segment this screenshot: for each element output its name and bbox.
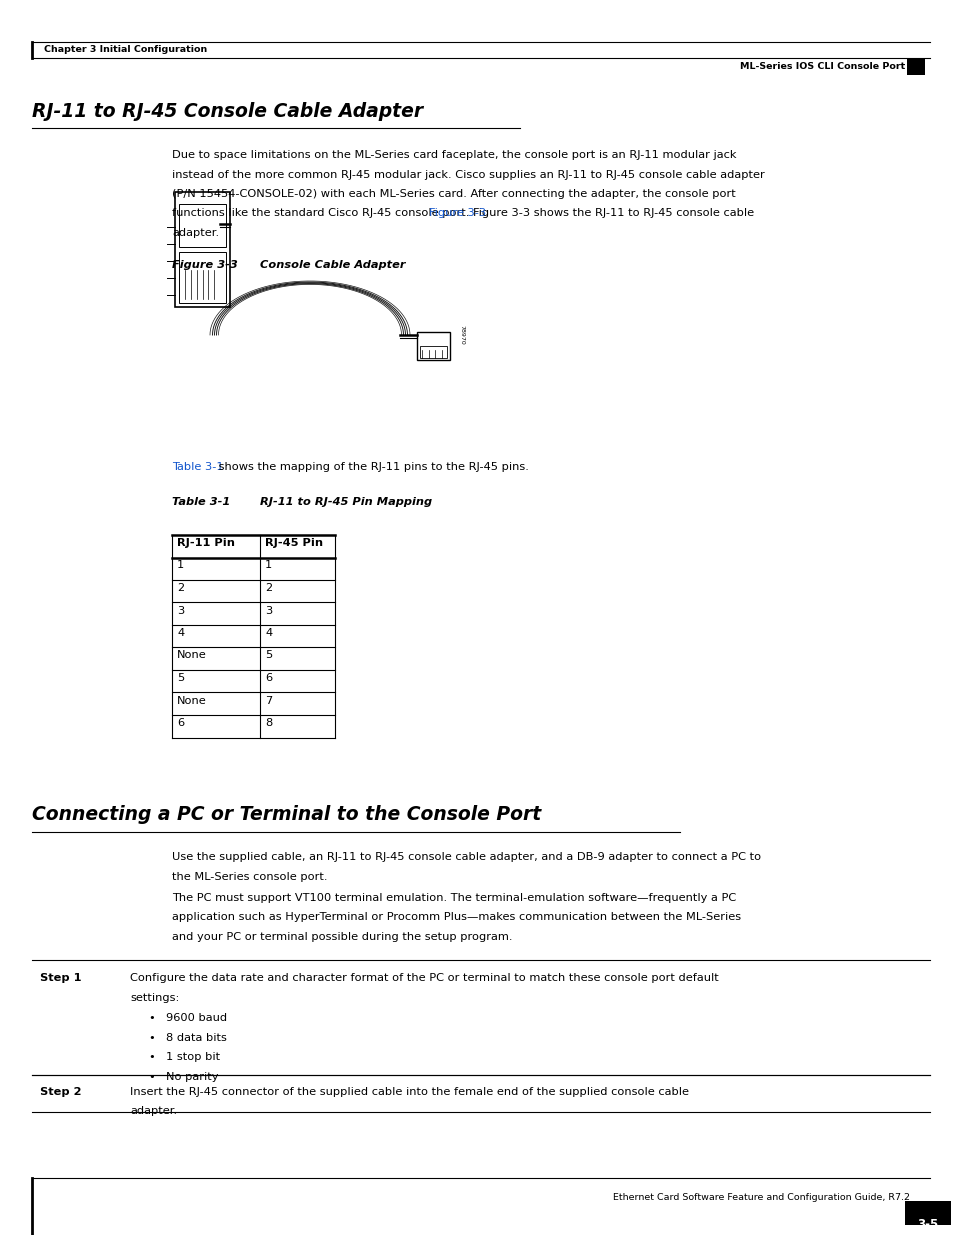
Text: Table 3-1: Table 3-1 [172, 496, 230, 508]
Text: instead of the more common RJ-45 modular jack. Cisco supplies an RJ-11 to RJ-45 : instead of the more common RJ-45 modular… [172, 169, 764, 179]
Text: Ethernet Card Software Feature and Configuration Guide, R7.2: Ethernet Card Software Feature and Confi… [613, 1193, 909, 1202]
Text: RJ-11 Pin: RJ-11 Pin [177, 538, 234, 548]
Text: settings:: settings: [130, 993, 179, 1003]
Text: adapter.: adapter. [172, 228, 219, 238]
Text: 4: 4 [177, 629, 184, 638]
Text: Table 3-1: Table 3-1 [172, 462, 223, 472]
Text: Console Cable Adapter: Console Cable Adapter [260, 261, 405, 270]
Bar [179, 252, 226, 303]
Text: Chapter 3 Initial Configuration: Chapter 3 Initial Configuration [44, 46, 207, 54]
Text: application such as HyperTerminal or Procomm Plus—makes communication between th: application such as HyperTerminal or Pro… [172, 913, 740, 923]
Text: •: • [148, 1072, 154, 1082]
Text: 2: 2 [265, 583, 272, 593]
Bar [419, 346, 447, 358]
Text: No parity: No parity [166, 1072, 218, 1082]
Text: Connecting a PC or Terminal to the Console Port: Connecting a PC or Terminal to the Conso… [32, 805, 540, 824]
Text: The PC must support VT100 terminal emulation. The terminal-emulation software—fr: The PC must support VT100 terminal emula… [172, 893, 736, 903]
Text: 78970: 78970 [459, 325, 464, 345]
Bar [416, 332, 450, 361]
Text: RJ-45 Pin: RJ-45 Pin [265, 538, 323, 548]
Text: shows the mapping of the RJ-11 pins to the RJ-45 pins.: shows the mapping of the RJ-11 pins to t… [214, 462, 528, 472]
Text: and your PC or terminal possible during the setup program.: and your PC or terminal possible during … [172, 932, 512, 942]
Text: Use the supplied cable, an RJ-11 to RJ-45 console cable adapter, and a DB-9 adap: Use the supplied cable, an RJ-11 to RJ-4… [172, 852, 760, 862]
Text: 3-5: 3-5 [917, 1218, 938, 1231]
Text: 1: 1 [177, 561, 184, 571]
Bar [904, 1200, 950, 1225]
Text: 7: 7 [265, 695, 272, 705]
Text: 8: 8 [265, 718, 272, 727]
Text: functions like the standard Cisco RJ-45 console port. Figure 3-3 shows the RJ-11: functions like the standard Cisco RJ-45 … [172, 209, 753, 219]
Text: Step 1: Step 1 [40, 973, 81, 983]
Text: Figure 3-3: Figure 3-3 [172, 261, 237, 270]
Bar [906, 58, 924, 75]
Text: 8 data bits: 8 data bits [166, 1032, 227, 1042]
Text: 3: 3 [177, 605, 184, 615]
Text: Insert the RJ-45 connector of the supplied cable into the female end of the supp: Insert the RJ-45 connector of the suppli… [130, 1087, 688, 1097]
Text: 9600 baud: 9600 baud [166, 1013, 227, 1023]
Text: the ML-Series console port.: the ML-Series console port. [172, 872, 327, 882]
Text: 6: 6 [177, 718, 184, 727]
Text: Figure 3-3: Figure 3-3 [429, 209, 485, 219]
Text: RJ-11 to RJ-45 Console Cable Adapter: RJ-11 to RJ-45 Console Cable Adapter [32, 103, 423, 121]
Bar [174, 191, 230, 308]
Text: 1 stop bit: 1 stop bit [166, 1052, 220, 1062]
Text: Configure the data rate and character format of the PC or terminal to match thes: Configure the data rate and character fo… [130, 973, 718, 983]
Text: 2: 2 [177, 583, 184, 593]
Text: (P/N 15454-CONSOLE-02) with each ML-Series card. After connecting the adapter, t: (P/N 15454-CONSOLE-02) with each ML-Seri… [172, 189, 735, 199]
Text: adapter.: adapter. [130, 1107, 177, 1116]
Text: 5: 5 [177, 673, 184, 683]
Text: 6: 6 [265, 673, 272, 683]
Text: Due to space limitations on the ML-Series card faceplate, the console port is an: Due to space limitations on the ML-Serie… [172, 149, 736, 161]
Text: ML-Series IOS CLI Console Port: ML-Series IOS CLI Console Port [739, 62, 904, 70]
Text: 1: 1 [265, 561, 272, 571]
Bar [179, 204, 226, 247]
Text: •: • [148, 1013, 154, 1023]
Text: None: None [177, 651, 207, 661]
Text: 4: 4 [265, 629, 272, 638]
Text: 3: 3 [265, 605, 272, 615]
Text: None: None [177, 695, 207, 705]
Text: RJ-11 to RJ-45 Pin Mapping: RJ-11 to RJ-45 Pin Mapping [260, 496, 432, 508]
Text: Step 2: Step 2 [40, 1087, 81, 1097]
Text: 5: 5 [265, 651, 272, 661]
Text: •: • [148, 1052, 154, 1062]
Text: •: • [148, 1032, 154, 1042]
